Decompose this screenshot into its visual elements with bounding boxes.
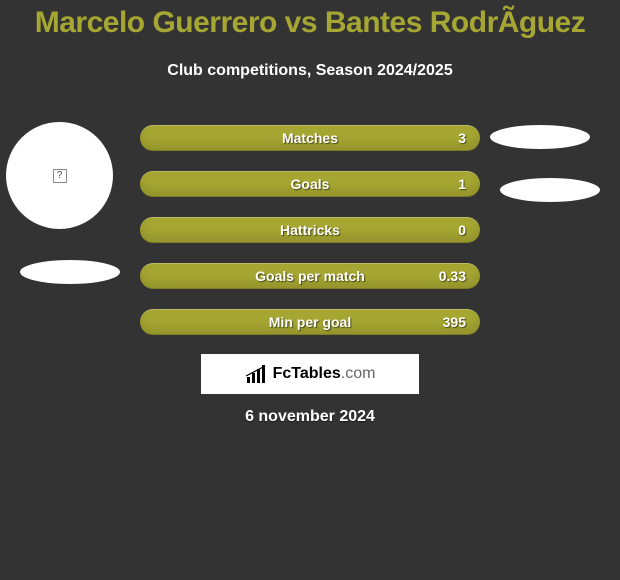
stat-row: Goals 1: [140, 171, 480, 197]
stats-container: Matches 3 Goals 1 Hattricks 0 Goals per …: [140, 125, 480, 355]
date-text: 6 november 2024: [0, 408, 620, 426]
branding-strip: FcTables.com: [201, 354, 419, 394]
stat-value: 1: [458, 176, 466, 192]
stat-row: Min per goal 395: [140, 309, 480, 335]
branding-domain: .com: [341, 365, 376, 382]
stat-row: Goals per match 0.33: [140, 263, 480, 289]
missing-image-icon: ?: [53, 169, 67, 183]
stat-value: 395: [443, 314, 466, 330]
stat-value: 0: [458, 222, 466, 238]
player-right-shadow: [500, 178, 600, 202]
player-left-avatar: ?: [6, 122, 113, 229]
stat-label: Matches: [282, 130, 338, 146]
stat-label: Hattricks: [280, 222, 340, 238]
stat-label: Goals: [291, 176, 330, 192]
branding-name: FcTables: [273, 365, 341, 382]
bar-chart-icon: [245, 365, 267, 383]
stat-row: Hattricks 0: [140, 217, 480, 243]
stat-row: Matches 3: [140, 125, 480, 151]
stat-label: Goals per match: [255, 268, 365, 284]
branding-text: FcTables.com: [273, 365, 376, 383]
stat-value: 3: [458, 130, 466, 146]
player-right-avatar: [490, 125, 590, 149]
page-subtitle: Club competitions, Season 2024/2025: [0, 62, 620, 80]
stat-label: Min per goal: [269, 314, 351, 330]
stat-value: 0.33: [439, 268, 466, 284]
page-title: Marcelo Guerrero vs Bantes RodrÃ­guez: [0, 6, 620, 40]
player-left-shadow: [20, 260, 120, 284]
